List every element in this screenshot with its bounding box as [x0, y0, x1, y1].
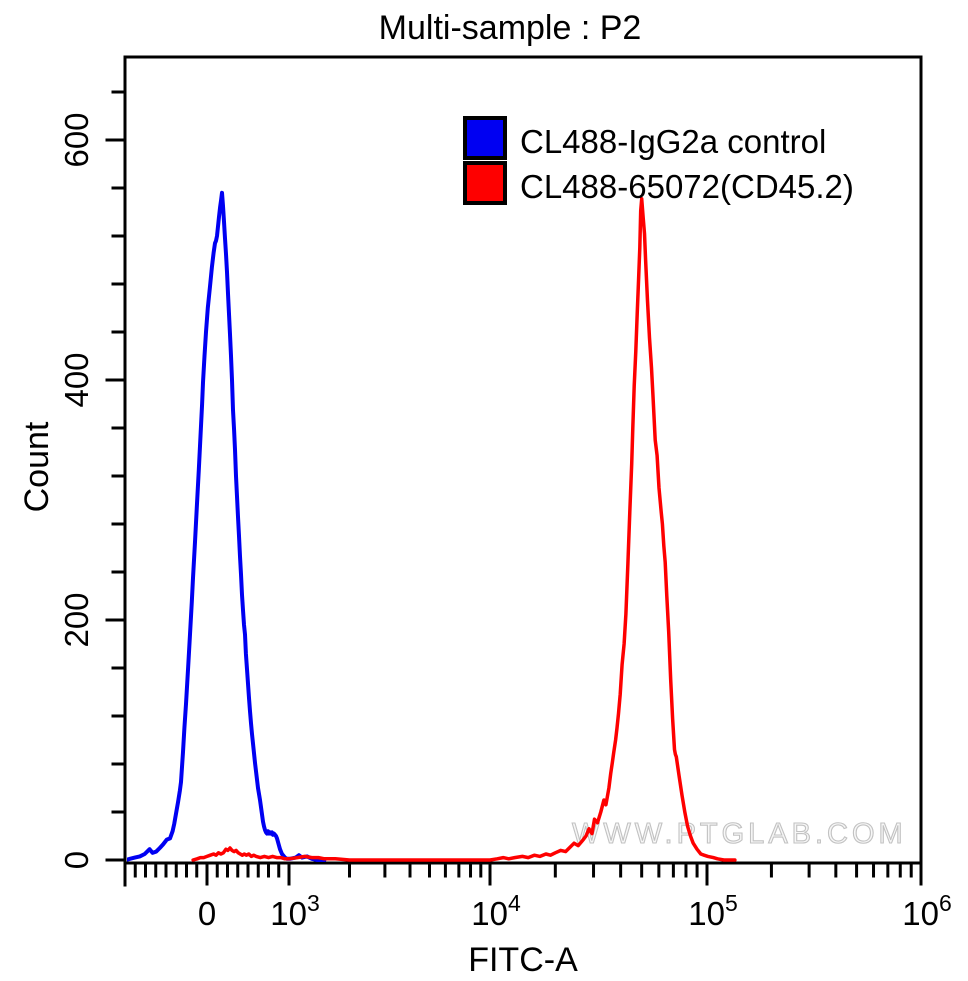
- legend: CL488-IgG2a control CL488-65072(CD45.2): [463, 116, 854, 205]
- legend-label-control: CL488-IgG2a control: [520, 123, 826, 160]
- x-tick-label: 0: [198, 895, 216, 932]
- y-tick-label: 600: [58, 112, 95, 167]
- histogram-curves: [127, 190, 737, 862]
- y-tick-label: 400: [58, 352, 95, 407]
- chart-title: Multi-sample : P2: [379, 9, 642, 47]
- legend-swatch-blue: [463, 116, 507, 160]
- y-axis-title: Count: [18, 421, 56, 512]
- plot-border: [123, 55, 923, 865]
- x-tick-label: 103: [270, 890, 320, 932]
- legend-label-cd45: CL488-65072(CD45.2): [520, 168, 854, 205]
- axis-ticks: [105, 90, 923, 887]
- x-tick-label: 106: [902, 890, 952, 932]
- x-tick-label: 104: [471, 890, 521, 932]
- legend-swatch-red: [463, 161, 507, 205]
- cd45-histogram-curve: [191, 197, 737, 862]
- y-tick-label: 200: [58, 592, 95, 647]
- ptglab-watermark: WWW.PTGLAB.COM: [572, 818, 907, 850]
- x-tick-label: 105: [688, 890, 738, 932]
- control-histogram-curve: [127, 190, 327, 862]
- x-axis-title: FITC-A: [468, 941, 578, 979]
- axis-tick-labels: 0 103 104 105 106 0 200 400 600: [58, 112, 952, 932]
- y-tick-label: 0: [58, 851, 95, 869]
